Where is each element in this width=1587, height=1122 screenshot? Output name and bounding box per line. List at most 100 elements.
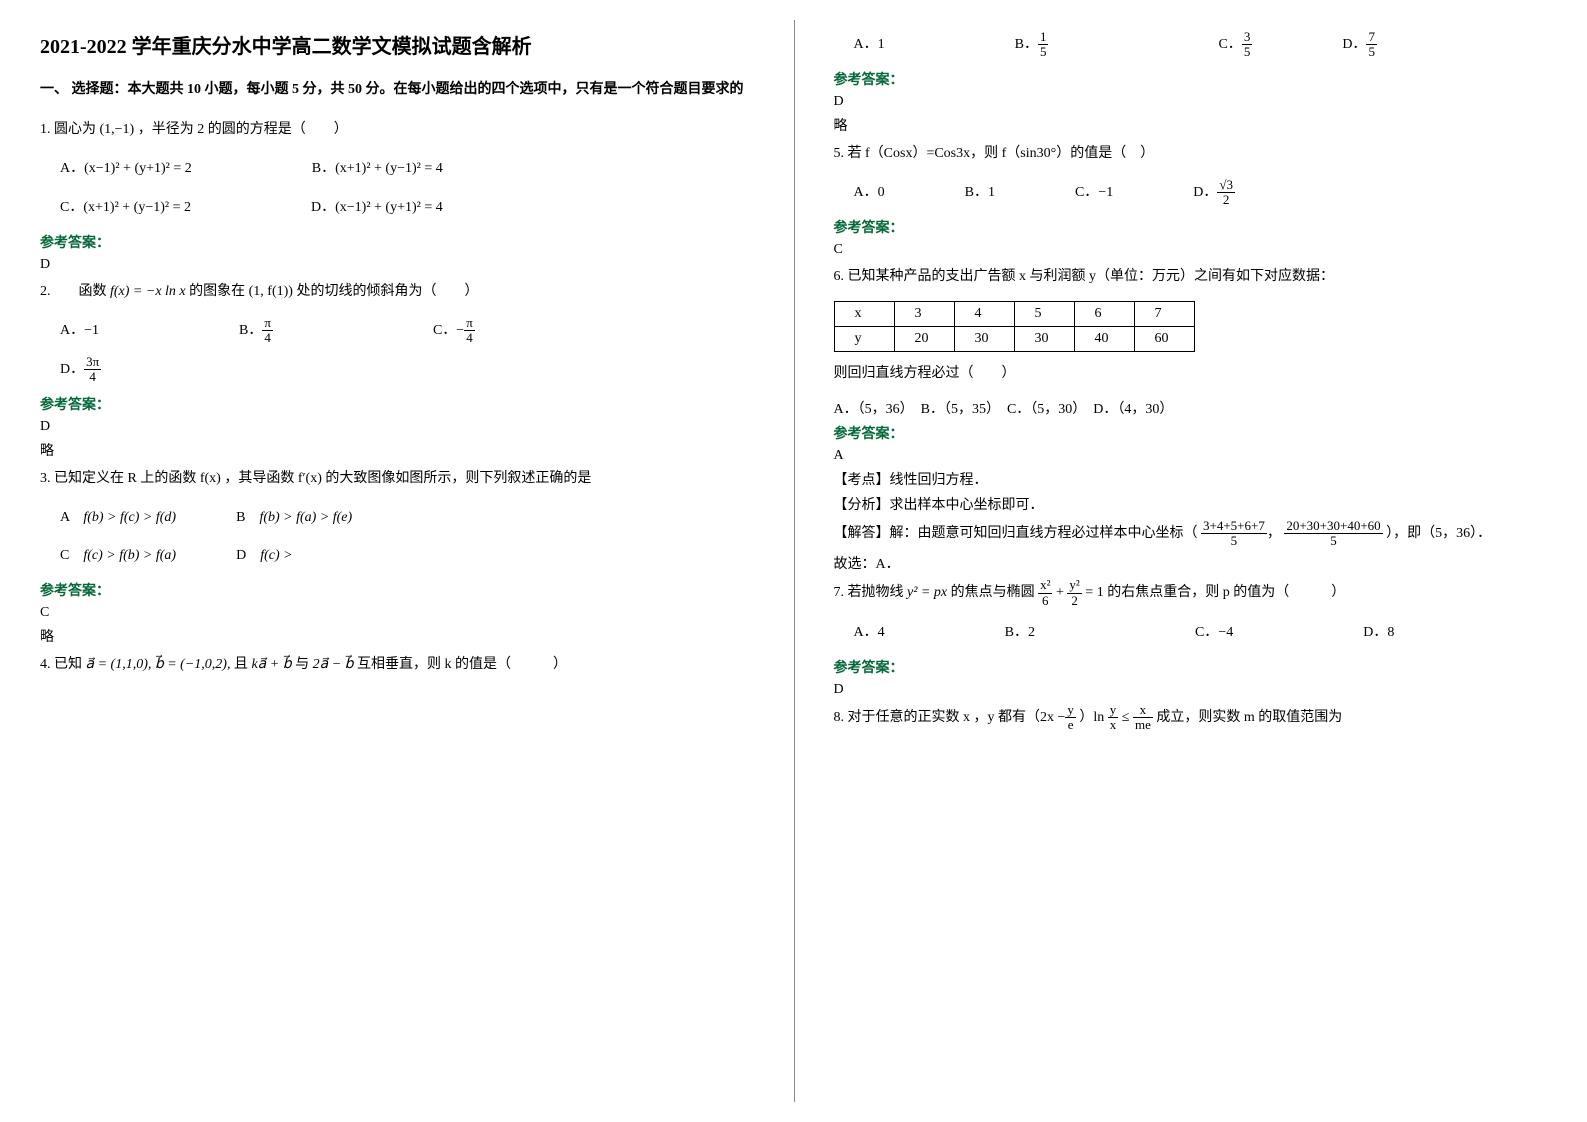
mean-x-icon: 3+4+5+6+75 bbox=[1201, 519, 1267, 549]
q4-vec: a⃗ = (1,1,0), b⃗ = (−1,0,2), bbox=[86, 657, 231, 672]
page-container: 2021-2022 学年重庆分水中学高二数学文模拟试题含解析 一、 选择题：本大… bbox=[0, 0, 1587, 1122]
q1-text-pre: 1. 圆心为 bbox=[40, 122, 96, 137]
q3-answer: C bbox=[40, 605, 754, 621]
question-7: 7. 若抛物线 y² = px 的焦点与椭圆 x²6 + y²2 = 1 的右焦… bbox=[834, 578, 1548, 608]
q3-optA-val: f(b) > f(c) > f(d) bbox=[83, 510, 176, 525]
cell: 20 bbox=[894, 326, 954, 351]
q6-text2: 则回归直线方程必过（ ） bbox=[834, 360, 1548, 388]
question-3: 3. 已知定义在 R 上的函数 f(x) ，其导函数 f′(x) 的大致图像如图… bbox=[40, 465, 754, 493]
q4-optA: A．1 bbox=[854, 30, 885, 61]
q1-options-2: C．(x+1)² + (y−1)² = 2 D．(x−1)² + (y+1)² … bbox=[60, 193, 754, 224]
cell: 6 bbox=[1074, 301, 1134, 326]
one-fifth-icon: 15 bbox=[1038, 30, 1049, 60]
question-1: 1. 圆心为 (1,−1) ，半径为 2 的圆的方程是（ ） bbox=[40, 116, 754, 144]
q5-optA: A．0 bbox=[854, 178, 885, 209]
q3-options-2: C f(c) > f(b) > f(a) D f(c) > bbox=[60, 541, 754, 572]
question-5: 5. 若 f（Cosx）=Cos3x，则 f（sin30°）的值是（ ） bbox=[834, 140, 1548, 168]
q7-optD-val: 8 bbox=[1387, 625, 1394, 640]
q6-optC: （5，30） bbox=[1030, 402, 1079, 417]
q2-optA: A．−1 bbox=[60, 316, 99, 347]
q4-expr: ka⃗ + b⃗ bbox=[251, 657, 291, 672]
q5-optA-val: 0 bbox=[878, 185, 885, 200]
q1-optB: B．(x+1)² + (y−1)² = 4 bbox=[312, 154, 443, 185]
y-over-x-icon: yx bbox=[1108, 703, 1119, 733]
q5-options: A．0 B．1 C．−1 D．√32 bbox=[854, 178, 1548, 209]
question-4: 4. 已知 a⃗ = (1,1,0), b⃗ = (−1,0,2), 且 ka⃗… bbox=[40, 651, 754, 679]
q1-optA-val: (x−1)² + (y+1)² = 2 bbox=[84, 161, 192, 176]
q3-optD: D f(c) > bbox=[236, 541, 293, 572]
q6-optD: （4，30） bbox=[1117, 402, 1173, 417]
q7-optC-val: −4 bbox=[1218, 625, 1233, 640]
q6-table: x 3 4 5 6 7 y 20 30 30 40 60 bbox=[834, 301, 1195, 352]
q2-optC: C．−π4 bbox=[433, 316, 475, 347]
q5-optC-val: −1 bbox=[1098, 185, 1113, 200]
cell: 60 bbox=[1134, 326, 1194, 351]
q4-mid2: 与 bbox=[295, 657, 309, 672]
q5-optD: D．√32 bbox=[1193, 178, 1235, 209]
cell: 4 bbox=[954, 301, 1014, 326]
q2-optB: B．π4 bbox=[239, 316, 273, 347]
q1-center: (1,−1) bbox=[100, 122, 135, 137]
q3-optB: B f(b) > f(a) > f(e) bbox=[236, 503, 352, 534]
q7-answer: D bbox=[834, 682, 1548, 698]
q7-optA-val: 4 bbox=[878, 625, 885, 640]
table-row: x 3 4 5 6 7 bbox=[834, 301, 1194, 326]
q7-post: 的右焦点重合，则 p 的值为（ ） bbox=[1107, 585, 1345, 600]
q7-optC: C．−4 bbox=[1195, 618, 1233, 649]
q6-a3-pre: 【解答】解：由题意可知回归直线方程必过样本中心坐标（ bbox=[834, 526, 1198, 541]
q5-optB: B．1 bbox=[965, 178, 995, 209]
right-column: A．1 B．15 C．35 D．75 参考答案： D 略 5. 若 f（Cosx… bbox=[794, 0, 1587, 1122]
section-header: 一、 选择题：本大题共 10 小题，每小题 5 分，共 50 分。在每小题给出的… bbox=[40, 79, 754, 101]
question-8: 8. 对于任意的正实数 x ，y 都有（2x −ye ）ln yx ≤ xme … bbox=[834, 703, 1548, 733]
q2-pre: 2. 函数 bbox=[40, 284, 107, 299]
q2-answer-label: 参考答案： bbox=[40, 394, 754, 414]
q2-note: 略 bbox=[40, 440, 754, 460]
q7-optB: B．2 bbox=[1005, 618, 1035, 649]
q1-options: A．(x−1)² + (y+1)² = 2 B．(x+1)² + (y−1)² … bbox=[60, 154, 754, 185]
q6-options: A．（5，36） B．（5，35） C．（5，30） D．（4，30） bbox=[834, 398, 1548, 418]
q1-optD-val: (x−1)² + (y+1)² = 4 bbox=[335, 200, 443, 215]
x2-over-6-icon: x²6 bbox=[1038, 578, 1052, 608]
q2-post: 处的切线的倾斜角为（ ） bbox=[296, 284, 478, 299]
cell: y bbox=[834, 326, 894, 351]
q3-note: 略 bbox=[40, 626, 754, 646]
q3-optA: A f(b) > f(c) > f(d) bbox=[60, 503, 176, 534]
y2-over-2-icon: y²2 bbox=[1067, 578, 1081, 608]
y-over-e-icon: ye bbox=[1065, 703, 1076, 733]
table-row: y 20 30 30 40 60 bbox=[834, 326, 1194, 351]
three-fifths-icon: 35 bbox=[1242, 30, 1253, 60]
cell: 3 bbox=[894, 301, 954, 326]
q7-pre: 7. 若抛物线 bbox=[834, 585, 904, 600]
cell: 5 bbox=[1014, 301, 1074, 326]
q2-options: A．−1 B．π4 C．−π4 bbox=[60, 316, 754, 347]
q2-answer: D bbox=[40, 419, 754, 435]
q6-analysis3: 【解答】解：由题意可知回归直线方程必过样本中心坐标（ 3+4+5+6+75， 2… bbox=[834, 519, 1548, 549]
q6-analysis1: 【考点】线性回归方程． bbox=[834, 469, 1548, 489]
q4-answer-label: 参考答案： bbox=[834, 69, 1548, 89]
q7-mid: 的焦点与椭圆 bbox=[951, 585, 1035, 600]
fx-den: 5 bbox=[1201, 534, 1267, 548]
q6-a3-post: ），即（5，36）． bbox=[1386, 526, 1491, 541]
q3-optC: C f(c) > f(b) > f(a) bbox=[60, 541, 176, 572]
q4-optC: C．35 bbox=[1218, 30, 1252, 61]
q2-mid: 的图象在 bbox=[189, 284, 245, 299]
cell: 30 bbox=[954, 326, 1014, 351]
q6-analysis2: 【分析】求出样本中心坐标即可． bbox=[834, 494, 1548, 514]
q1-text-post: ，半径为 2 的圆的方程是（ ） bbox=[138, 122, 348, 137]
q4-answer: D bbox=[834, 94, 1548, 110]
question-6: 6. 已知某种产品的支出广告额 x 与利润额 y（单位：万元）之间有如下对应数据… bbox=[834, 263, 1548, 291]
q5-optB-val: 1 bbox=[988, 185, 995, 200]
q2-optD: D．3π4 bbox=[60, 355, 101, 386]
cell: 7 bbox=[1134, 301, 1194, 326]
document-title: 2021-2022 学年重庆分水中学高二数学文模拟试题含解析 bbox=[40, 30, 754, 59]
q1-optA: A．(x−1)² + (y+1)² = 2 bbox=[60, 154, 192, 185]
q1-answer-label: 参考答案： bbox=[40, 232, 754, 252]
q7-options: A．4 B．2 C．−4 D．8 bbox=[854, 618, 1548, 649]
fx-num: 3+4+5+6+7 bbox=[1201, 519, 1267, 534]
fy-num: 20+30+30+40+60 bbox=[1284, 519, 1382, 534]
pi-over-4-icon: π4 bbox=[262, 316, 273, 346]
q5-answer: C bbox=[834, 242, 1548, 258]
q6-optB: （5，35） bbox=[944, 402, 993, 417]
sqrt3-over-2-icon: √32 bbox=[1217, 178, 1235, 208]
cell: 30 bbox=[1014, 326, 1074, 351]
